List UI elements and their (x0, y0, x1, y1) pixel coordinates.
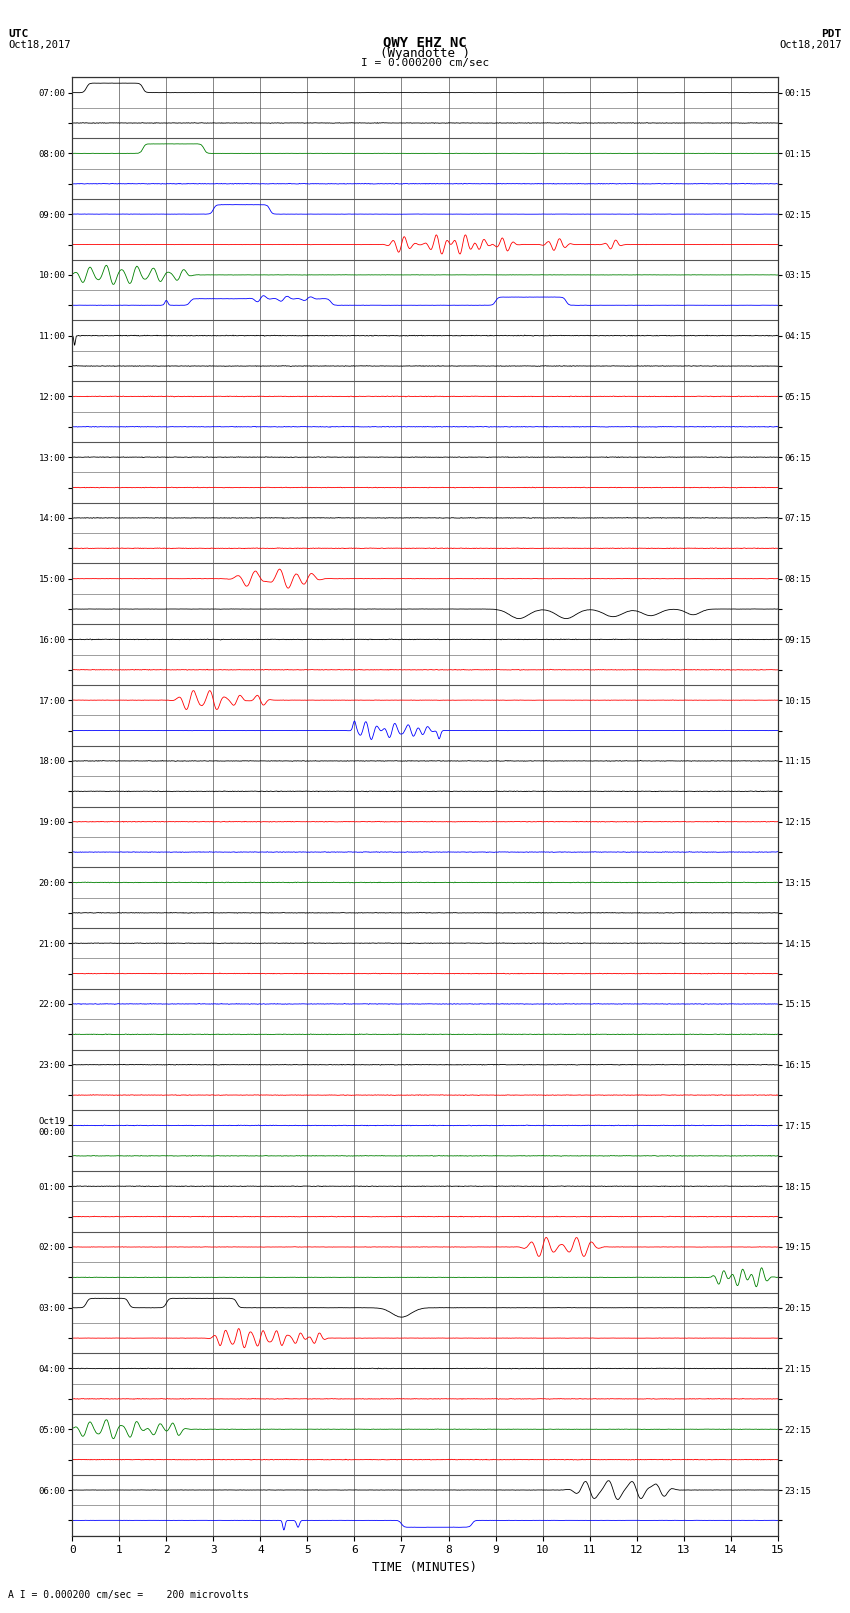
Text: QWY EHZ NC: QWY EHZ NC (383, 35, 467, 50)
Text: UTC: UTC (8, 29, 29, 39)
Text: (Wyandotte ): (Wyandotte ) (380, 47, 470, 60)
Text: A I = 0.000200 cm/sec =    200 microvolts: A I = 0.000200 cm/sec = 200 microvolts (8, 1590, 249, 1600)
Text: Oct18,2017: Oct18,2017 (8, 40, 71, 50)
X-axis label: TIME (MINUTES): TIME (MINUTES) (372, 1561, 478, 1574)
Text: PDT: PDT (821, 29, 842, 39)
Text: I = 0.000200 cm/sec: I = 0.000200 cm/sec (361, 58, 489, 68)
Text: Oct18,2017: Oct18,2017 (779, 40, 842, 50)
